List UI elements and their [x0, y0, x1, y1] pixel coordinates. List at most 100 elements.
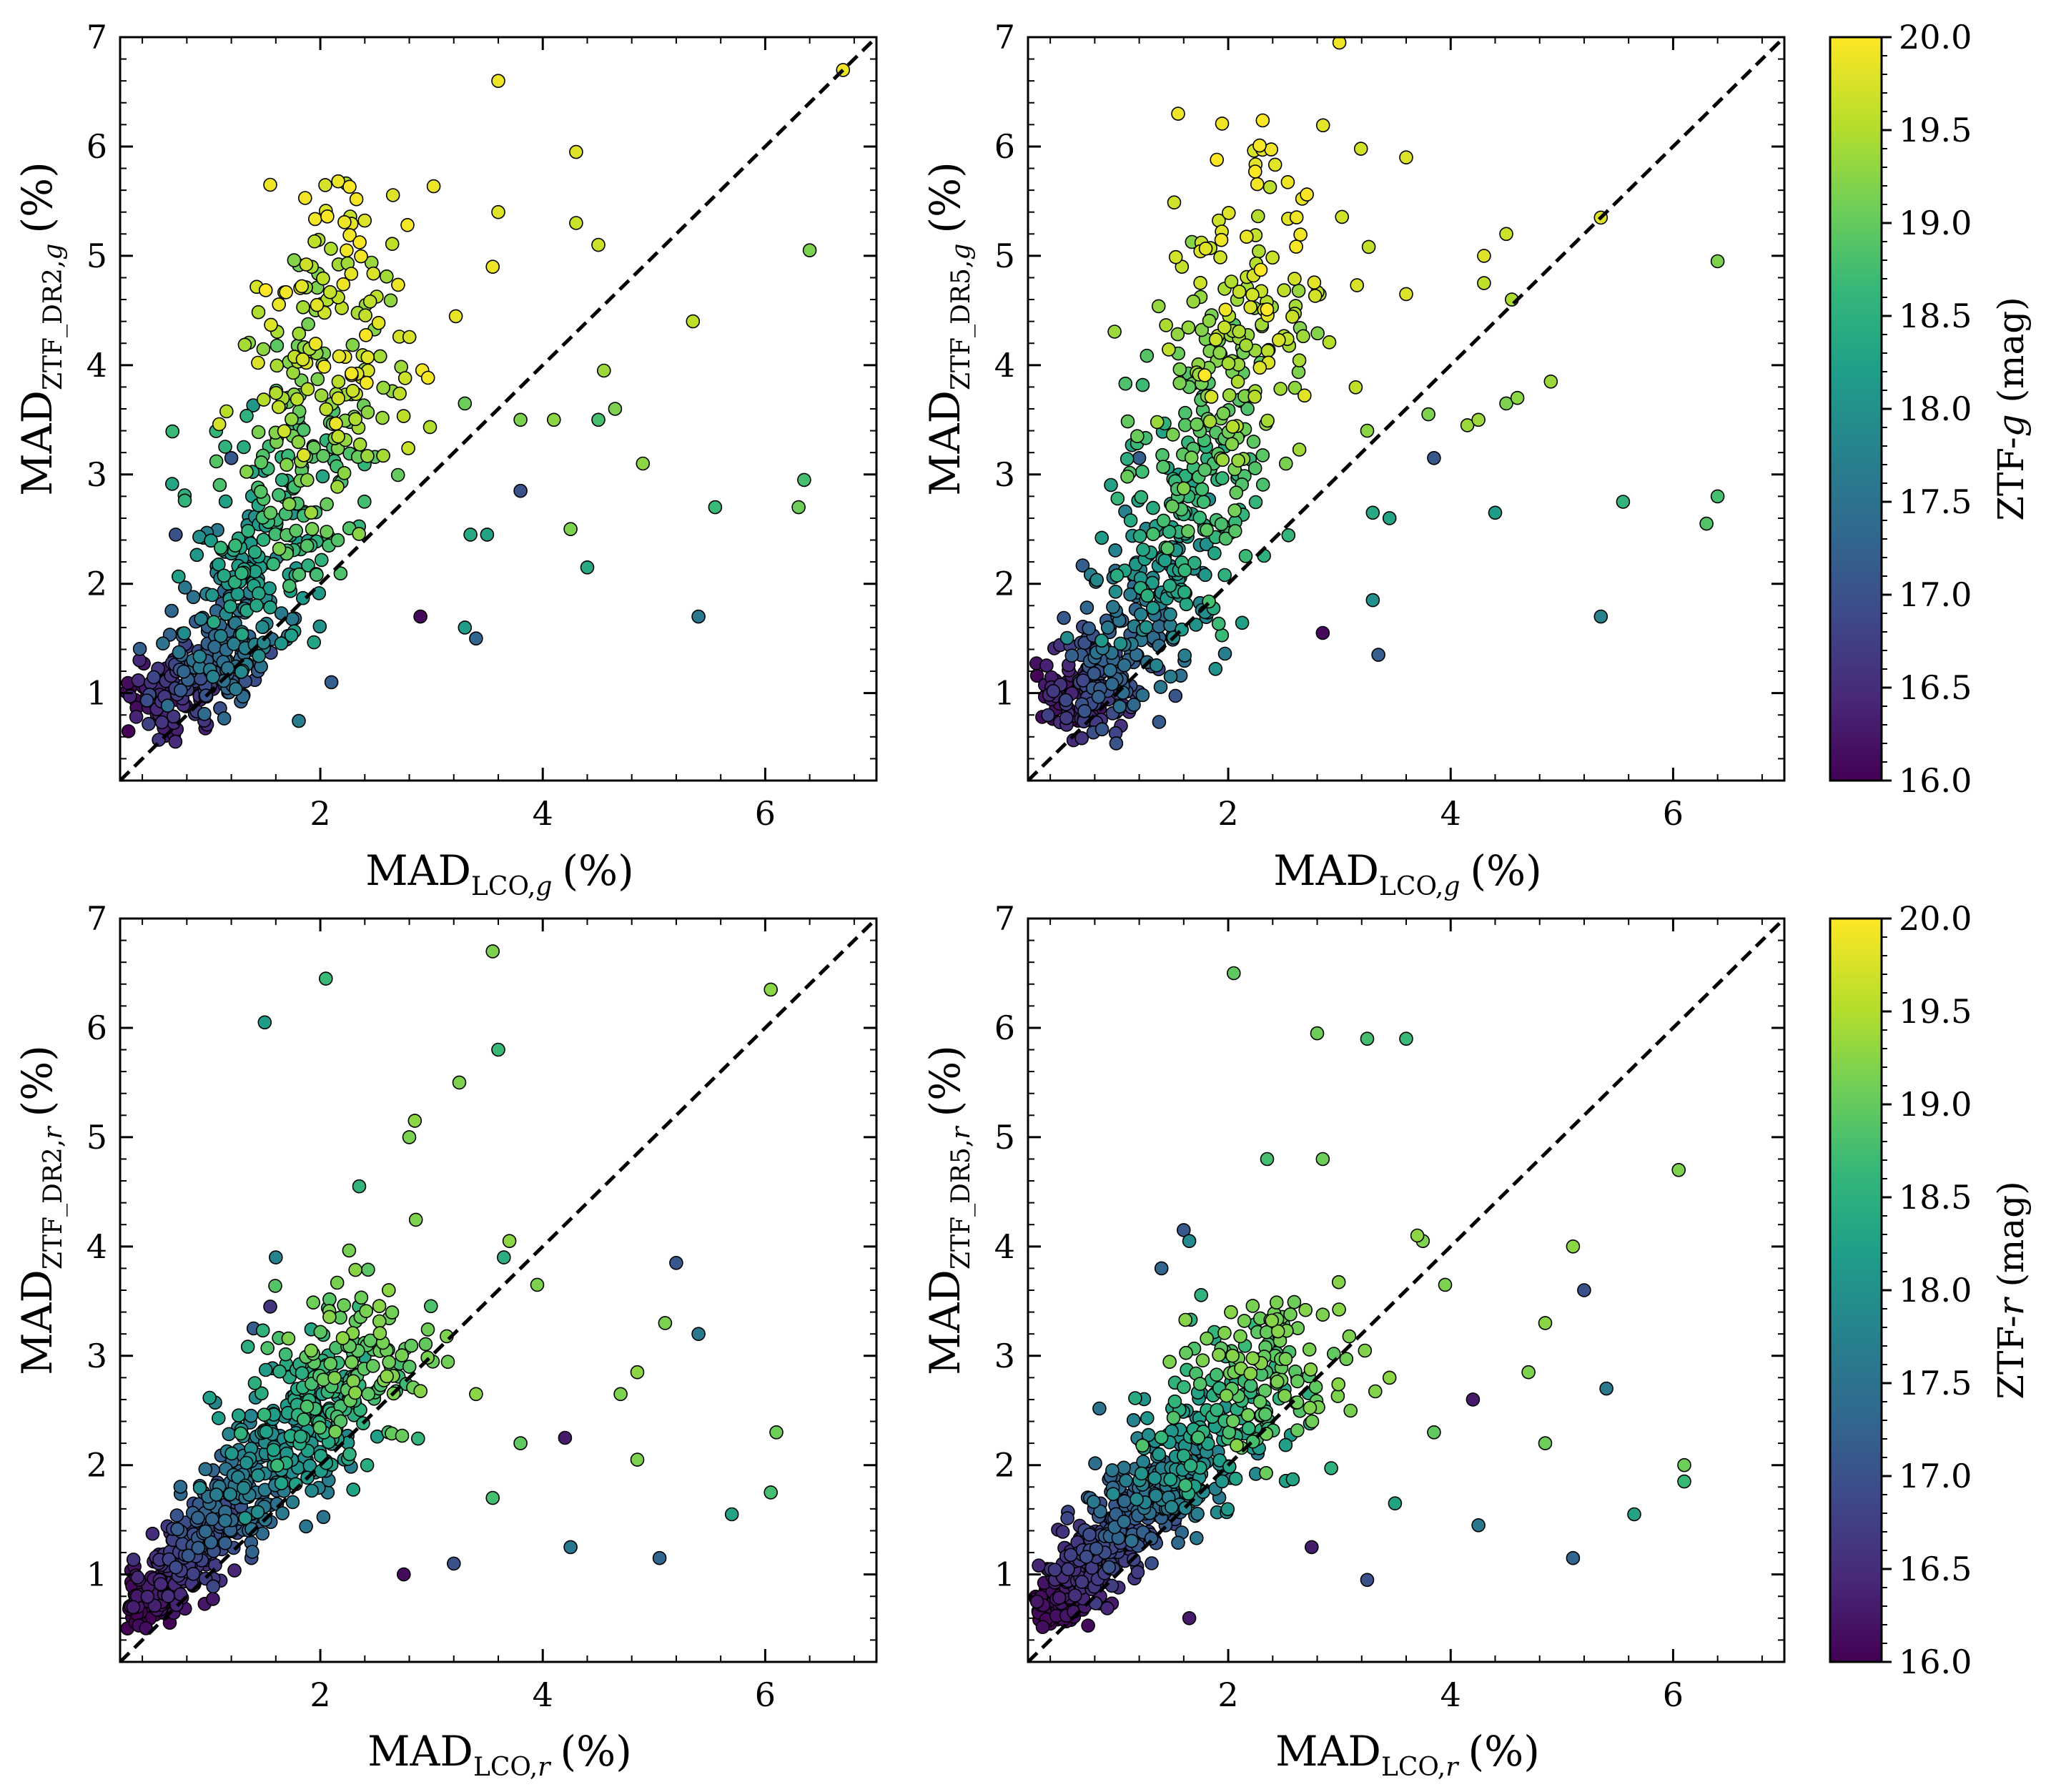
data-point	[1210, 1402, 1225, 1417]
data-point	[177, 493, 192, 508]
data-point	[1677, 1457, 1691, 1472]
data-point	[513, 1436, 528, 1450]
data-point	[1146, 600, 1160, 615]
data-point	[270, 1458, 285, 1473]
data-point	[1163, 607, 1177, 622]
data-point	[1102, 1560, 1117, 1575]
data-point	[1177, 1448, 1191, 1463]
data-point	[1130, 1565, 1145, 1580]
data-point	[1277, 283, 1292, 297]
data-point	[1247, 164, 1262, 179]
data-point	[380, 1369, 394, 1384]
data-point	[296, 422, 311, 437]
data-point	[1477, 276, 1491, 290]
data-point	[1149, 658, 1164, 673]
colorbar-label: ZTF-g (mag)	[1990, 297, 2032, 521]
data-point	[223, 599, 237, 614]
data-point	[1217, 1325, 1232, 1340]
data-point	[257, 1015, 272, 1030]
data-point	[345, 383, 360, 398]
data-point	[372, 1299, 387, 1314]
data-point	[569, 216, 583, 230]
data-point	[263, 505, 278, 520]
data-point	[307, 212, 322, 227]
data-point	[194, 612, 208, 626]
x-tick-label: 6	[1663, 1675, 1684, 1714]
data-point	[297, 191, 312, 205]
data-point	[372, 349, 387, 364]
data-point	[691, 1327, 706, 1342]
data-point	[205, 1512, 219, 1527]
data-point	[245, 1545, 260, 1559]
data-point	[301, 558, 315, 573]
data-point	[1154, 1261, 1169, 1276]
data-point	[160, 698, 175, 713]
data-point	[1060, 1511, 1074, 1525]
data-point	[1477, 249, 1491, 263]
data-point	[1219, 1388, 1234, 1403]
data-point	[1152, 1447, 1166, 1462]
scatter-points	[1029, 966, 1691, 1635]
data-point	[1216, 406, 1231, 421]
data-point	[357, 213, 372, 228]
data-point	[218, 1513, 232, 1528]
data-point	[1105, 1463, 1120, 1477]
y-tick-label: 5	[87, 1118, 107, 1157]
data-point	[1157, 553, 1172, 568]
data-point	[1179, 1345, 1193, 1360]
data-point	[322, 1310, 337, 1325]
data-point	[1190, 417, 1204, 432]
data-point	[1225, 437, 1240, 452]
y-tick-label: 1	[994, 674, 1015, 713]
data-point	[1055, 1525, 1070, 1539]
data-point	[1222, 388, 1237, 402]
data-point	[289, 523, 303, 538]
data-point	[502, 1234, 517, 1249]
data-point	[1117, 658, 1132, 673]
data-point	[282, 497, 297, 512]
data-point	[413, 609, 428, 624]
data-point	[569, 144, 583, 159]
data-point	[360, 350, 375, 365]
x-axis-label: MADLCO,r (%)	[1275, 1727, 1540, 1782]
data-point	[669, 1255, 683, 1270]
data-point	[1106, 600, 1120, 614]
data-point	[1252, 1395, 1267, 1409]
data-point	[1063, 1548, 1078, 1563]
data-point	[247, 1376, 262, 1390]
data-point	[214, 540, 228, 555]
data-point	[293, 1429, 308, 1444]
data-point	[1248, 495, 1263, 510]
data-point	[300, 538, 315, 553]
data-point	[340, 243, 354, 258]
data-point	[348, 412, 362, 427]
data-point	[469, 631, 483, 646]
data-point	[613, 1387, 628, 1402]
data-point	[1308, 289, 1323, 303]
data-point	[458, 620, 473, 635]
panel-top-left: 2 4 6 1 2 3 4 5 6 7	[87, 18, 878, 833]
data-point	[1077, 703, 1092, 718]
y-axis-label: MADZTF_DR5,r(%)	[921, 1045, 976, 1375]
data-point	[237, 337, 252, 352]
data-point	[1156, 460, 1170, 474]
data-point	[1168, 688, 1183, 703]
data-point	[1566, 1239, 1581, 1254]
x-tick-label: 4	[533, 1675, 553, 1714]
data-point	[1195, 482, 1210, 497]
data-point	[1208, 332, 1223, 347]
colorbar-gradient	[1829, 917, 1883, 1663]
data-point	[328, 1425, 342, 1439]
data-point	[448, 309, 463, 324]
data-point	[1068, 1588, 1082, 1603]
data-point	[1155, 447, 1170, 462]
colorbar-tick-label: 17.5	[1899, 482, 1972, 521]
data-point	[1041, 708, 1055, 723]
data-point	[1117, 1514, 1132, 1529]
data-point	[285, 1495, 300, 1510]
data-point	[121, 724, 136, 738]
data-point	[491, 1042, 505, 1057]
data-point	[1117, 1494, 1132, 1509]
data-point	[277, 424, 292, 439]
data-point	[1471, 1518, 1486, 1533]
